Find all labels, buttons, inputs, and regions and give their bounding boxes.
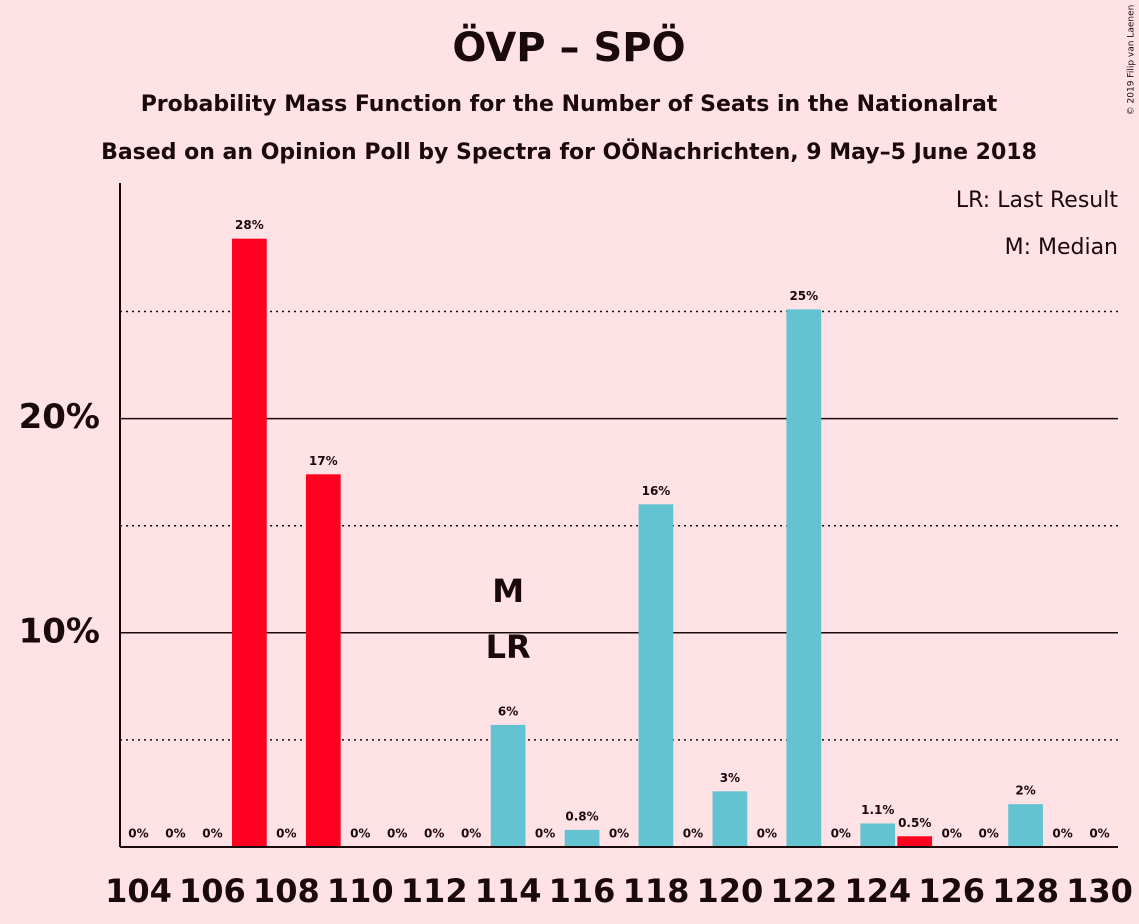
x-tick-label: 104 (105, 872, 172, 910)
value-label: 0% (461, 827, 481, 841)
bar (638, 504, 674, 847)
chart-subtitle: Probability Mass Function for the Number… (141, 92, 998, 117)
value-label: 0% (276, 827, 296, 841)
chart-title: ÖVP – SPÖ (452, 23, 685, 71)
legend-entry: M: Median (1005, 235, 1118, 260)
value-label: 0% (757, 827, 777, 841)
x-tick-label: 120 (696, 872, 763, 910)
x-tick-label: 108 (253, 872, 320, 910)
bar (564, 829, 600, 847)
value-label: 0% (350, 827, 370, 841)
value-label: 25% (789, 289, 818, 303)
value-label: 1.1% (861, 803, 894, 817)
annotation: M (492, 572, 524, 610)
value-label: 0% (941, 827, 961, 841)
legend-entry: LR: Last Result (956, 188, 1118, 213)
annotation: LR (486, 628, 531, 666)
x-tick-label: 126 (918, 872, 985, 910)
chart-subtitle: Based on an Opinion Poll by Spectra for … (101, 139, 1037, 165)
value-label: 17% (309, 454, 338, 468)
value-label: 0% (165, 827, 185, 841)
value-label: 0% (535, 827, 555, 841)
value-label: 0% (609, 827, 629, 841)
value-label: 0% (978, 827, 998, 841)
y-tick-label: 10% (19, 611, 100, 651)
copyright: © 2019 Filip van Laenen (1127, 5, 1137, 116)
value-label: 16% (642, 484, 671, 498)
y-tick-label: 20% (19, 397, 100, 437)
value-label: 0.8% (565, 809, 598, 823)
x-tick-label: 118 (623, 872, 690, 910)
bar (490, 724, 526, 847)
value-label: 0% (202, 827, 222, 841)
value-label: 2% (1015, 784, 1035, 798)
bar (897, 836, 933, 847)
x-tick-label: 112 (401, 872, 468, 910)
value-label: 0% (424, 827, 444, 841)
bar (231, 238, 267, 848)
x-tick-label: 106 (179, 872, 246, 910)
x-tick-label: 110 (327, 872, 394, 910)
value-label: 28% (235, 218, 264, 232)
value-label: 0% (683, 827, 703, 841)
x-tick-label: 122 (770, 872, 837, 910)
bar (786, 309, 822, 847)
value-label: 0% (831, 827, 851, 841)
x-tick-label: 130 (1066, 872, 1133, 910)
value-label: 0% (1052, 827, 1072, 841)
x-tick-label: 124 (844, 872, 911, 910)
value-label: 0.5% (898, 816, 931, 830)
bar (1008, 804, 1043, 847)
value-label: 3% (720, 771, 740, 785)
x-tick-label: 114 (475, 872, 542, 910)
value-label: 0% (1089, 827, 1109, 841)
value-label: 6% (498, 704, 518, 718)
bar (305, 474, 341, 847)
value-label: 0% (387, 827, 407, 841)
x-tick-label: 116 (549, 872, 616, 910)
value-label: 0% (128, 827, 148, 841)
bar (712, 791, 748, 847)
bar (860, 823, 896, 847)
x-tick-label: 128 (992, 872, 1059, 910)
